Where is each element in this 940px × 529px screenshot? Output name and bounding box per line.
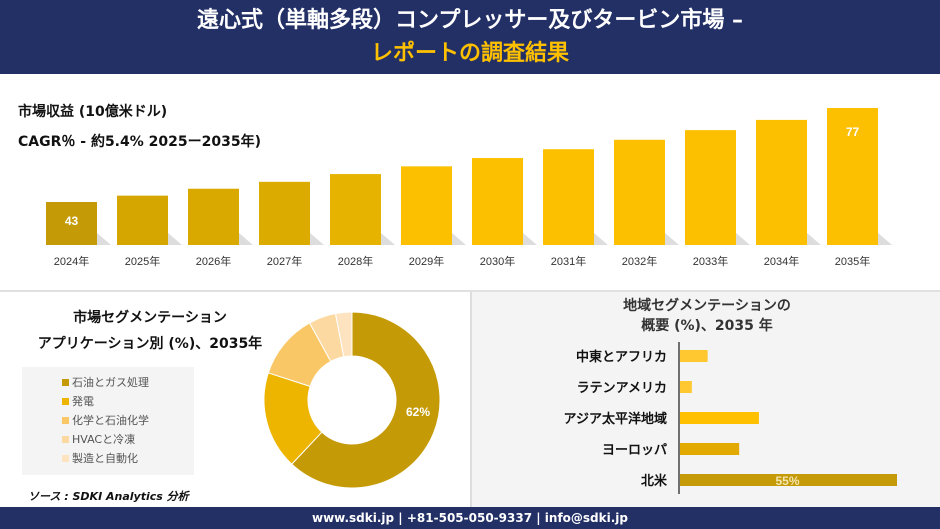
page-title: 遠心式（単軸多段）コンプレッサー及びタービン市場 – [196, 8, 743, 33]
bar-shadow [594, 233, 608, 245]
revenue-bar [46, 202, 97, 245]
revenue-bar [259, 181, 310, 245]
legend-item: 製造と自動化 [62, 449, 194, 468]
revenue-bar [188, 188, 239, 245]
x-tick-label: 2035年 [835, 254, 870, 268]
legend-swatch [62, 398, 69, 405]
region-title-2: 概要 (%)、2035 年 [641, 318, 773, 334]
donut-slice [291, 311, 441, 489]
bar-shadow [97, 233, 111, 245]
region-label: ヨーロッパ [602, 442, 667, 457]
region-data-label: 55% [775, 474, 799, 488]
legend-swatch [62, 436, 69, 443]
bar-shadow [878, 233, 892, 245]
region-label: ラテンアメリカ [577, 380, 667, 395]
segment-title-2: アプリケーション別 (%)、2035年 [37, 336, 263, 352]
region-bar [680, 474, 897, 486]
x-tick-label: 2025年 [125, 254, 160, 268]
x-tick-label: 2027年 [267, 254, 302, 268]
region-label: 中東とアフリカ [576, 349, 667, 364]
application-donut-chart: 62% [263, 311, 441, 489]
revenue-bar [330, 174, 381, 245]
cagr-label: CAGR％ - 約5.4% 2025ー2035年) [18, 134, 261, 150]
revenue-bar [614, 139, 665, 245]
page-subtitle: レポートの調査結果 [370, 41, 569, 66]
bar-shadow [452, 233, 466, 245]
revenue-bar-chart: 2024年 43 2025年 2026年 2027年 2028年 2029年 2030年 203… [46, 108, 892, 268]
legend-item: 発電 [62, 392, 194, 411]
bar-shadow [523, 233, 537, 245]
slice-data-label: 62% [406, 405, 430, 419]
source-note: ソース : SDKI Analytics 分析 [28, 490, 189, 503]
revenue-bar [685, 130, 736, 245]
bar-shadow [381, 233, 395, 245]
bar-data-label: 43 [65, 214, 79, 228]
donut-slice [334, 311, 353, 358]
legend-item: 石油とガス処理 [62, 373, 194, 392]
footer-contact: www.sdki.jp | +81-505-050-9337 | info@sd… [0, 507, 940, 529]
legend-label: HVACと冷凍 [72, 433, 136, 446]
bar-shadow [807, 233, 821, 245]
revenue-bar [827, 108, 878, 245]
x-tick-label: 2031年 [551, 254, 586, 268]
region-label: アジア太平洋地域 [564, 411, 667, 426]
header-banner: 遠心式（単軸多段）コンプレッサー及びタービン市場 – レポートの調査結果 [0, 0, 940, 74]
legend-label: 発電 [72, 395, 94, 408]
x-tick-label: 2032年 [622, 254, 657, 268]
x-tick-label: 2024年 [54, 254, 89, 268]
bar-data-label: 77 [846, 125, 860, 139]
legend-swatch [62, 417, 69, 424]
region-title-1: 地域セグメンテーションの [623, 298, 791, 314]
legend-swatch [62, 455, 69, 462]
legend-item: 化学と石油化学 [62, 411, 194, 430]
x-tick-label: 2029年 [409, 254, 444, 268]
divider [0, 290, 940, 292]
legend-swatch [62, 379, 69, 386]
x-tick-label: 2028年 [338, 254, 373, 268]
x-tick-label: 2026年 [196, 254, 231, 268]
bar-shadow [665, 233, 679, 245]
region-bar [680, 443, 740, 455]
revenue-bar [117, 195, 168, 245]
revenue-subtitle: 市場収益 (10億米ドル) [18, 104, 168, 120]
application-segment-panel: 市場セグメンテーション アプリケーション別 (%)、2035年 石油とガス処理発… [0, 292, 470, 507]
region-label: 北米 [641, 473, 668, 488]
legend-item: HVACと冷凍 [62, 430, 194, 449]
region-bar [680, 412, 759, 424]
region-segment-panel: 地域セグメンテーションの 概要 (%)、2035 年 中東とアフリカ ラテンアメリ… [470, 292, 940, 507]
revenue-bar [401, 166, 452, 245]
region-bar [680, 381, 692, 393]
bar-shadow [239, 233, 253, 245]
bar-shadow [310, 233, 324, 245]
segment-title-1: 市場セグメンテーション [73, 310, 227, 326]
revenue-bar [472, 158, 523, 245]
x-tick-label: 2030年 [480, 254, 515, 268]
region-bar [680, 350, 708, 362]
legend-label: 化学と石油化学 [72, 414, 149, 427]
bar-shadow [736, 233, 750, 245]
revenue-section: 2024年 43 2025年 2026年 2027年 2028年 2029年 2030年 203… [0, 74, 940, 288]
x-tick-label: 2034年 [764, 254, 799, 268]
pie-legend: 石油とガス処理 発電化学と石油化学 HVACと冷凍 製造と自動化 [22, 367, 194, 475]
bar-shadow [168, 233, 182, 245]
revenue-bar [756, 119, 807, 245]
x-tick-label: 2033年 [693, 254, 728, 268]
revenue-bar [543, 149, 594, 245]
legend-label: 石油とガス処理 [72, 376, 149, 389]
legend-label: 製造と自動化 [72, 452, 138, 465]
